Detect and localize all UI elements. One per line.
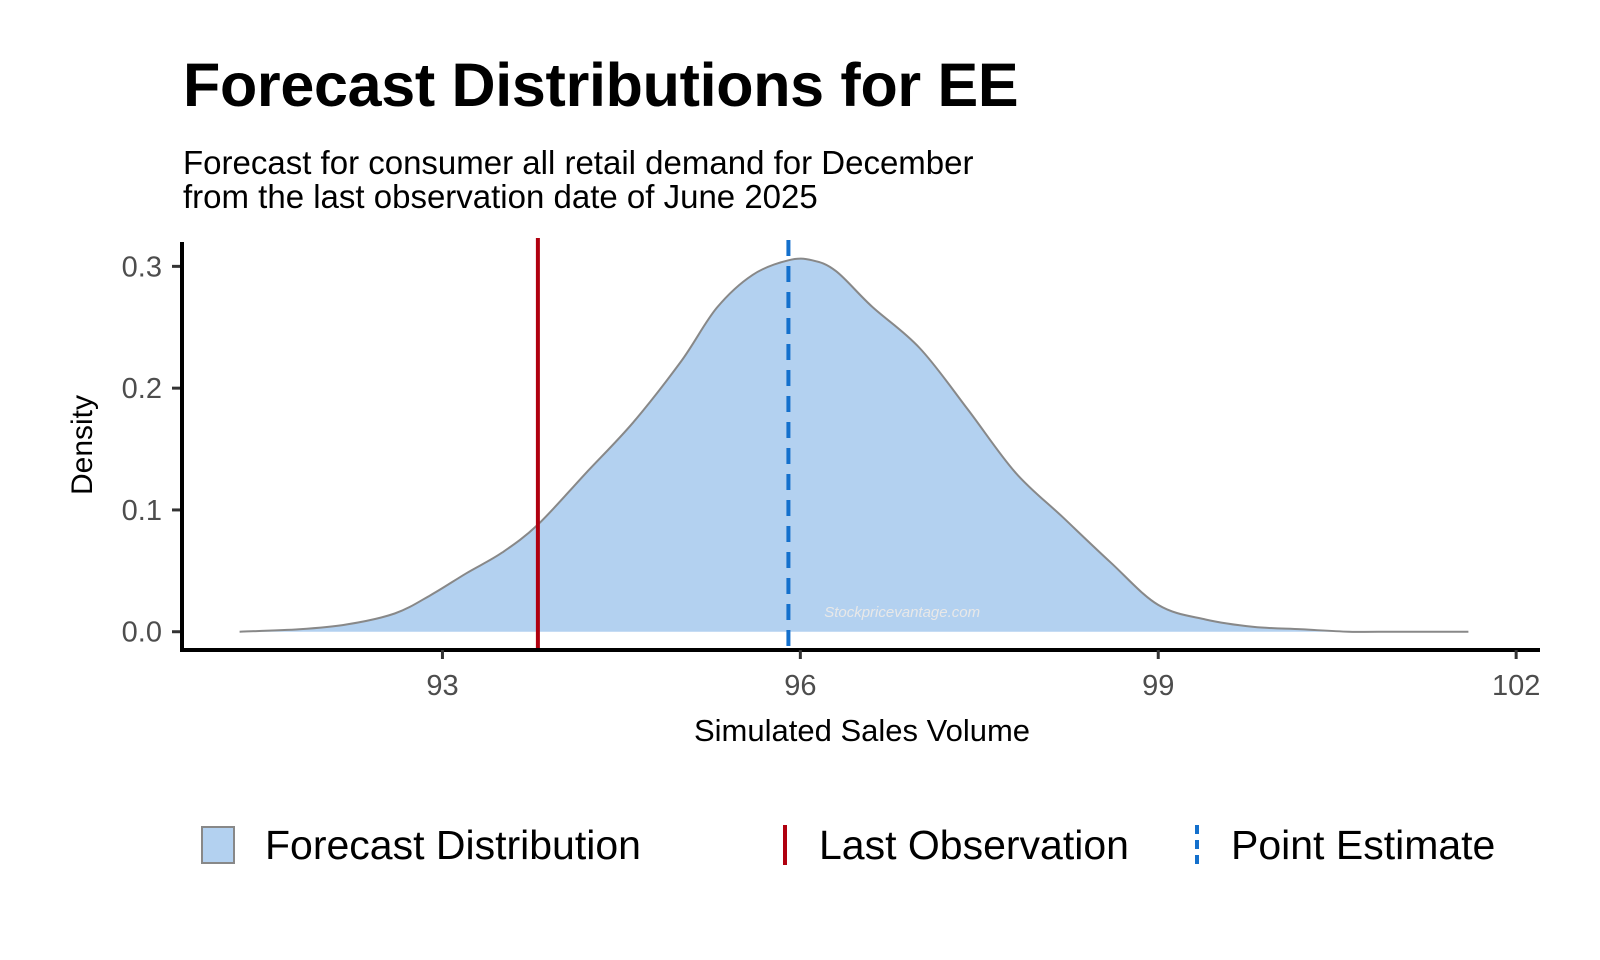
density-outline — [239, 257, 1469, 633]
watermark-text: Stockpricevantage.com — [824, 604, 980, 621]
density-area — [239, 258, 1469, 632]
x-axis-ticks: 93 96 99 102 — [426, 650, 1540, 702]
chart-title: Forecast Distributions for EE — [183, 51, 1019, 119]
legend: Forecast Distribution Last Observation P… — [0, 815, 1600, 875]
legend-key-point-estimate — [1195, 825, 1199, 865]
legend-label-point-estimate: Point Estimate — [1231, 821, 1496, 868]
y-axis-label: Density — [66, 395, 99, 495]
legend-item-last-observation: Last Observation — [781, 815, 1129, 875]
y-tick-label: 0.3 — [122, 251, 162, 283]
chart-subtitle: Forecast for consumer all retail demand … — [183, 146, 974, 214]
legend-label-last-observation: Last Observation — [819, 821, 1129, 868]
legend-label-forecast: Forecast Distribution — [265, 821, 641, 868]
x-tick-label: 93 — [426, 670, 458, 702]
x-tick-label: 99 — [1142, 670, 1174, 702]
y-tick-label: 0.2 — [122, 373, 162, 405]
subtitle-line-2: from the last observation date of June 2… — [183, 178, 818, 215]
legend-swatch-forecast — [201, 826, 235, 864]
y-axis-ticks: 0.0 0.1 0.2 0.3 — [122, 251, 180, 649]
legend-item-forecast: Forecast Distribution — [201, 815, 641, 875]
y-tick-label: 0.1 — [122, 495, 162, 527]
x-tick-label: 96 — [784, 670, 816, 702]
x-axis-label: Simulated Sales Volume — [694, 713, 1030, 748]
legend-key-last-observation — [783, 825, 787, 865]
subtitle-line-1: Forecast for consumer all retail demand … — [183, 144, 974, 181]
y-tick-label: 0.0 — [122, 617, 162, 649]
x-tick-label: 102 — [1492, 670, 1540, 702]
legend-item-point-estimate: Point Estimate — [1193, 815, 1495, 875]
